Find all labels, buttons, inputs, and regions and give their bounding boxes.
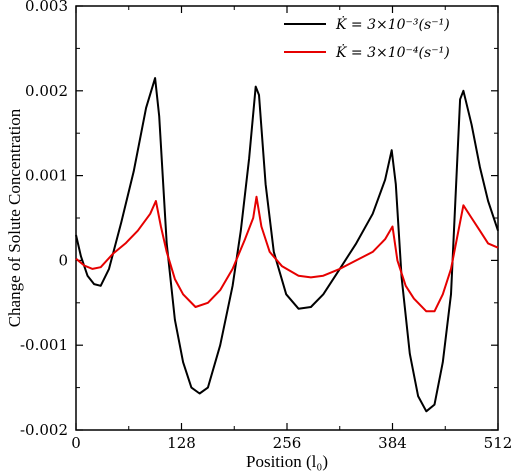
- x-tick-label: 256: [273, 434, 302, 452]
- y-tick-label: 0: [58, 251, 68, 269]
- legend: K̇ = 3×10⁻³(s⁻¹) K̇ = 3×10⁻⁴(s⁻¹): [284, 15, 450, 61]
- y-axis-title: Change of Solute Concentration: [5, 108, 24, 327]
- legend-label-series-1: K̇ = 3×10⁻³(s⁻¹): [335, 15, 450, 33]
- series-line-2: [75, 195, 499, 313]
- series-1: [75, 77, 499, 413]
- legend-label-series-2: K̇ = 3×10⁻⁴(s⁻¹): [335, 43, 450, 61]
- y-tick-label: 0.003: [25, 0, 68, 15]
- x-tick-label: 384: [378, 434, 407, 452]
- plot-frame: [75, 5, 499, 431]
- axes: 0 128 256 384 512 0.003 0.002 0.001 0 -0.001 -0.00…: [5, 0, 512, 471]
- x-tick-label: 512: [484, 434, 512, 452]
- x-axis-title: Position (l₀): [246, 452, 328, 471]
- series-line-1: [75, 77, 499, 413]
- x-tick-label: 0: [71, 434, 81, 452]
- x-tick-label: 128: [167, 434, 196, 452]
- y-tick-label: 0.002: [25, 82, 68, 100]
- y-tick-label: -0.002: [20, 421, 68, 439]
- y-tick-label: -0.001: [20, 336, 68, 354]
- series-2: [75, 195, 499, 313]
- series-group: [75, 77, 499, 413]
- y-tick-label: 0.001: [25, 167, 68, 185]
